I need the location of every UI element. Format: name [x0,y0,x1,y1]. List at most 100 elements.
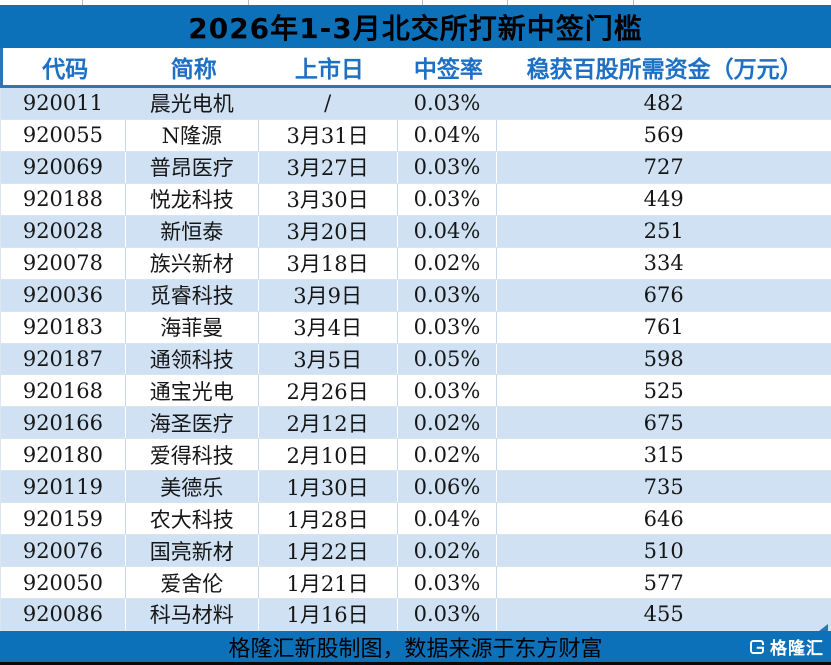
table-cell: 334 [643,251,684,276]
table-cell: 510 [643,538,684,563]
table-row: 920050 爱舍伦 1月21日 0.03% 577 [1,567,831,599]
gridline-tick [82,0,83,5]
table-row: 920119 美德乐 1月30日 0.06% 735 [1,471,831,504]
table-cell: 科马材料 [126,599,259,630]
table-cell: 2月12日 [259,407,398,439]
table-cell: 920159 [1,503,126,535]
table-cell: 悦龙科技 [126,183,259,215]
column-header: 代码 [42,56,89,83]
page-title: 2026年1-3月北交所打新中签门槛 [188,11,643,45]
column-header: 中签率 [413,56,483,83]
table-cell: 0.02% [398,407,498,439]
gridline-tick [248,0,249,5]
gridline-tick [507,0,508,5]
table-cell: 676 [643,283,684,308]
table-cell: 735 [643,474,684,499]
table-row: 920086 科马材料 1月16日 0.03% 455 [1,599,831,631]
table-cell: 251 [643,219,684,244]
table-cell: 598 [643,346,684,371]
table-row: 920159 农大科技 1月28日 0.04% 646 [1,503,831,536]
table-cell: 0.03% [398,567,498,598]
table-cell: 646 [643,506,684,531]
table-cell: 920188 [1,183,126,215]
table-cell: 525 [643,378,684,403]
gelonghui-logo-text: 格隆汇 [770,639,824,659]
table-cell: 2月10日 [259,439,398,471]
table-cell: 3月31日 [259,119,398,151]
table-cell: 爱得科技 [126,439,259,471]
table-cell: 1月30日 [259,471,398,503]
column-header: 简称 [170,56,217,83]
footer-bar: 格隆汇新股制图，数据来源于东方财富 格隆汇 [0,631,831,662]
table-cell: 569 [643,123,684,148]
table-cell: 农大科技 [126,503,259,535]
table-cell: 449 [643,187,684,212]
table-cell: 0.04% [398,119,498,151]
table-cell: 0.03% [398,375,498,407]
top-gridline-strip [0,0,831,5]
table-cell: 爱舍伦 [126,567,259,598]
table-cell: 920086 [1,599,126,630]
table-cell: 1月22日 [259,535,398,567]
table-cell: 920166 [1,407,126,439]
table-row: 920187 通领科技 3月5日 0.05% 598 [1,343,831,376]
table-cell: 0.06% [398,471,498,503]
bottom-border-strip [0,662,831,665]
table-row: 920011 晨光电机 / 0.03% 482 [1,88,831,120]
table-cell: 0.03% [398,151,498,183]
table-cell: 新恒泰 [126,215,259,247]
table-row: 920078 族兴新材 3月18日 0.02% 334 [1,247,831,280]
table-row: 920069 普昂医疗 3月27日 0.03% 727 [1,151,831,184]
gelonghui-logo-icon [750,639,764,654]
table-cell: 3月5日 [259,343,398,375]
table-cell: 920119 [1,471,126,503]
table-cell: 920168 [1,375,126,407]
table-cell: 0.02% [398,247,498,279]
gridline-tick [633,0,634,5]
table-cell: 族兴新材 [126,247,259,279]
table-cell: 920055 [1,119,126,151]
table-cell: 920187 [1,343,126,375]
table-row: 920036 觅睿科技 3月9日 0.03% 676 [1,279,831,312]
table-cell: 920180 [1,439,126,471]
table-cell: 3月9日 [259,279,398,311]
table-cell: 美德乐 [126,471,259,503]
table-cell: 觅睿科技 [126,279,259,311]
table-cell: 920036 [1,279,126,311]
table-cell: 315 [643,442,684,467]
table-cell: 3月4日 [259,311,398,343]
table-cell: 0.05% [398,343,498,375]
table-cell: 2月26日 [259,375,398,407]
table-cell: 0.03% [413,91,481,116]
table-body: 920011 晨光电机/0.03% 482 920055 N隆源 3月31日 0.04% 56… [0,88,831,631]
table-row: 920076 国亮新材 1月22日 0.02% 510 [1,535,831,568]
table-cell: 1月28日 [259,503,398,535]
table-cell: 3月30日 [259,183,398,215]
table-cell: N隆源 [126,119,259,151]
table-cell: 727 [643,155,684,180]
table-cell: 482 [643,91,684,116]
table-cell: 普昂医疗 [126,151,259,183]
table-cell: 通领科技 [126,343,259,375]
table-cell: 海圣医疗 [126,407,259,439]
column-header: 上市日 [294,56,364,83]
table-cell: 晨光电机 [149,92,234,117]
table-cell: 3月18日 [259,247,398,279]
table-cell: 920183 [1,311,126,343]
table-cell: 国亮新材 [126,535,259,567]
table-cell: 0.02% [398,535,498,567]
table-cell: 920078 [1,247,126,279]
table-cell: 920011 [22,91,103,116]
table-cell: 0.03% [398,599,498,630]
table-row: 920188 悦龙科技 3月30日 0.03% 449 [1,183,831,216]
table-row: 920166 海圣医疗 2月12日 0.02% 675 [1,407,831,440]
table-cell: 577 [643,570,684,595]
table-cell: 1月21日 [259,567,398,598]
table-cell: 通宝光电 [126,375,259,407]
table-cell: 海菲曼 [126,311,259,343]
selection-handle-icon [819,624,828,631]
table-row: 920055 N隆源 3月31日 0.04% 569 [1,119,831,152]
table-cell: 675 [643,410,684,435]
table-cell: 1月16日 [259,599,398,630]
